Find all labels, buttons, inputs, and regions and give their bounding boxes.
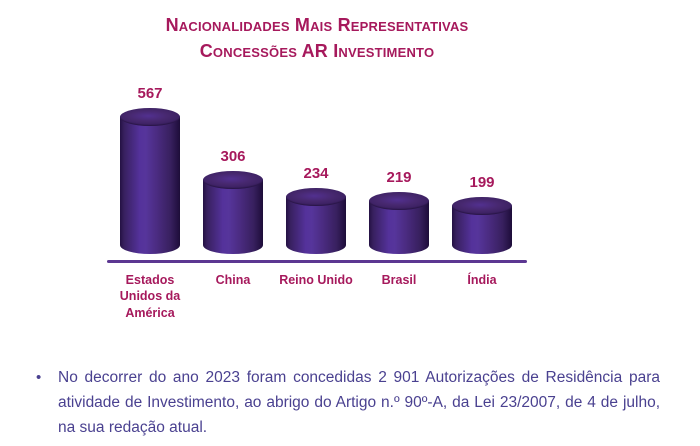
- cylinder-body: [120, 117, 180, 245]
- category-label: Estados Unidos da América: [119, 273, 181, 320]
- bar-chart: 567 Estados Unidos da América 306 China 234 R…: [107, 85, 527, 320]
- bar-cylinder: [369, 192, 429, 254]
- bullet-icon: •: [36, 369, 42, 386]
- bar-cylinder: [120, 108, 180, 254]
- bar-value-label: 234: [303, 165, 329, 182]
- note-text: No decorrer do ano 2023 foram concedidas…: [58, 369, 660, 436]
- bar-value-label: 219: [386, 169, 412, 186]
- category-label: Brasil: [381, 273, 417, 287]
- category-label: China: [215, 273, 251, 287]
- chart-title-line1: Nacionalidades Mais Representativas: [165, 15, 469, 35]
- bar-cylinder: [286, 188, 346, 254]
- cylinder-top-cap: [203, 171, 263, 189]
- cylinder-top-cap: [120, 108, 180, 126]
- category-label: Reino Unido: [279, 273, 353, 287]
- cylinder-top-cap: [452, 197, 512, 215]
- chart-title-line2: Concessões AR Investimento: [199, 41, 435, 62]
- bar-cylinder: [452, 197, 512, 254]
- cylinder-body: [203, 180, 263, 245]
- x-axis-line: [107, 260, 527, 263]
- chart-title: Nacionalidades Mais Representativas Conc…: [0, 12, 634, 64]
- cylinder-top-cap: [286, 188, 346, 206]
- bar-value-label: 567: [137, 85, 163, 102]
- bar-value-label: 199: [469, 174, 495, 191]
- bar-value-label: 306: [220, 148, 246, 165]
- note-bullet-item: • No decorrer do ano 2023 foram concedid…: [36, 366, 660, 440]
- cylinder-top-cap: [369, 192, 429, 210]
- bar-cylinder: [203, 171, 263, 254]
- category-label: Índia: [467, 273, 497, 287]
